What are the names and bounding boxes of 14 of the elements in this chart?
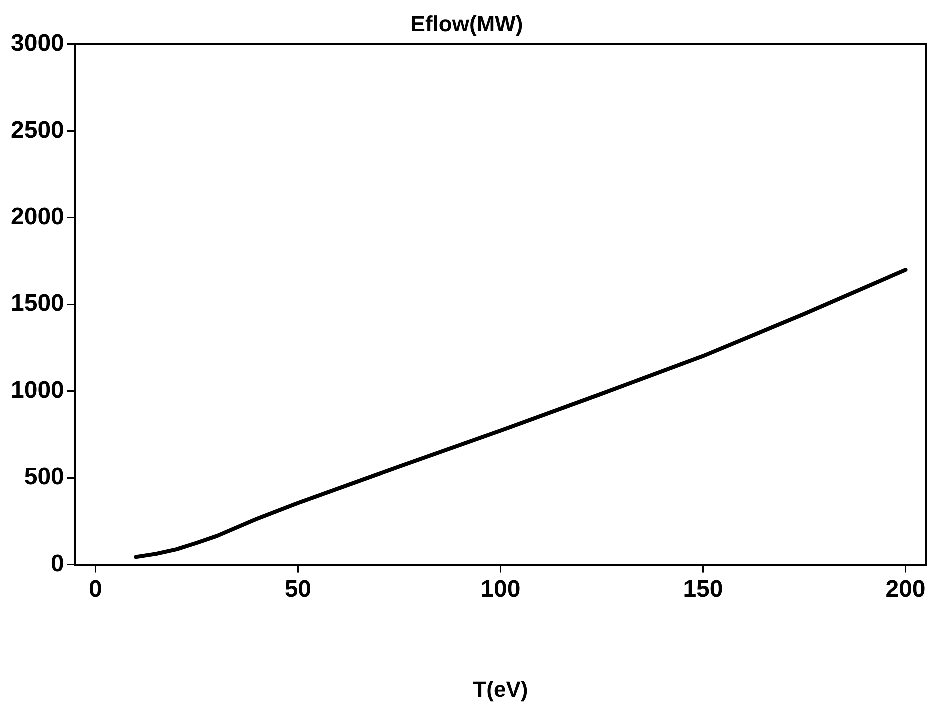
x-tick-label: 150	[683, 576, 724, 603]
x-tick-label: 100	[480, 576, 521, 603]
x-tick-label: 0	[88, 576, 102, 603]
chart-title: Eflow(MW)	[410, 11, 524, 36]
y-tick-label: 2000	[11, 203, 64, 230]
y-tick-label: 0	[51, 550, 64, 578]
y-tick-label: 3000	[11, 30, 64, 58]
y-tick-label: 2500	[11, 116, 64, 144]
x-tick-label: 200	[886, 576, 926, 603]
x-tick-label: 50	[284, 576, 312, 603]
y-tick-label: 500	[24, 464, 64, 491]
y-tick-label: 1500	[11, 290, 64, 318]
y-tick-label: 1000	[11, 376, 64, 404]
x-axis-title: T(eV)	[473, 676, 528, 702]
